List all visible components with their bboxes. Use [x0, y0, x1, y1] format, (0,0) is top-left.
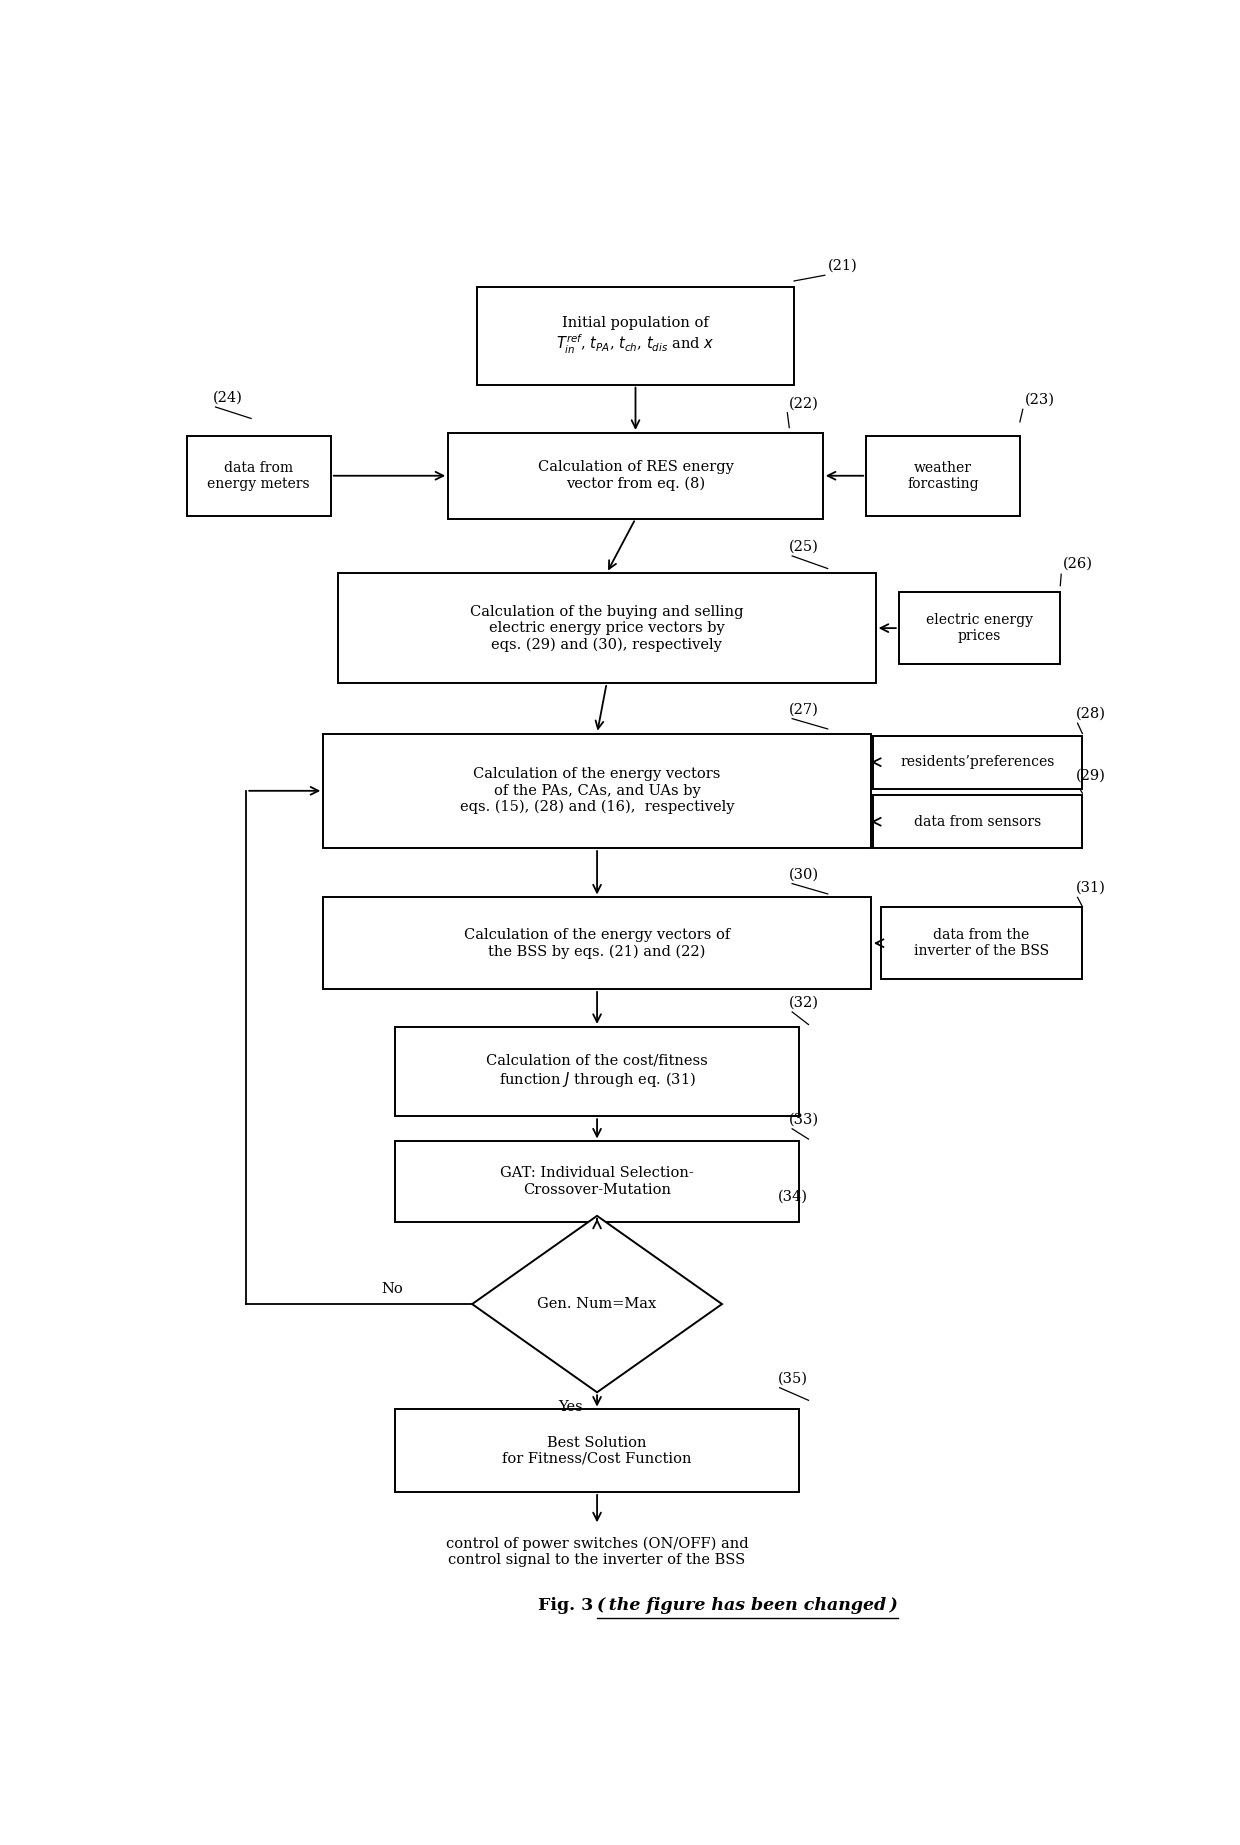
FancyBboxPatch shape — [873, 795, 1083, 849]
Text: (28): (28) — [1075, 707, 1106, 721]
Text: data from the
inverter of the BSS: data from the inverter of the BSS — [914, 928, 1049, 958]
Text: ( the figure has been changed ): ( the figure has been changed ) — [596, 1598, 898, 1614]
Text: (34): (34) — [777, 1190, 807, 1203]
FancyBboxPatch shape — [866, 435, 1019, 517]
Text: (29): (29) — [1075, 769, 1106, 782]
Text: Initial population of
$T_{in}^{ref}$, $t_{PA}$, $t_{ch}$, $t_{dis}$ and $x$: Initial population of $T_{in}^{ref}$, $t… — [557, 315, 714, 356]
Text: No: No — [381, 1282, 403, 1297]
Text: (24): (24) — [213, 391, 243, 404]
Text: Calculation of the cost/fitness
function $J$ through eq. (31): Calculation of the cost/fitness function… — [486, 1053, 708, 1089]
Text: weather
forcasting: weather forcasting — [908, 461, 978, 491]
FancyBboxPatch shape — [873, 736, 1083, 788]
FancyBboxPatch shape — [396, 1142, 799, 1221]
Text: (35): (35) — [777, 1371, 807, 1386]
FancyBboxPatch shape — [324, 897, 870, 989]
Text: data from sensors: data from sensors — [914, 815, 1042, 828]
FancyBboxPatch shape — [899, 592, 1060, 664]
FancyBboxPatch shape — [396, 1028, 799, 1116]
Text: (23): (23) — [1024, 393, 1055, 408]
FancyBboxPatch shape — [477, 288, 794, 384]
FancyBboxPatch shape — [448, 434, 823, 518]
FancyBboxPatch shape — [324, 734, 870, 849]
Text: Calculation of the buying and selling
electric energy price vectors by
eqs. (29): Calculation of the buying and selling el… — [470, 605, 744, 651]
FancyBboxPatch shape — [396, 1410, 799, 1493]
Text: residents’preferences: residents’preferences — [900, 755, 1055, 769]
FancyBboxPatch shape — [880, 908, 1083, 980]
Text: (21): (21) — [828, 258, 857, 273]
FancyBboxPatch shape — [337, 574, 875, 683]
Text: (32): (32) — [789, 996, 820, 1009]
Text: (27): (27) — [789, 703, 820, 716]
Text: (26): (26) — [1063, 557, 1094, 570]
Text: GAT: Individual Selection-
Crossover-Mutation: GAT: Individual Selection- Crossover-Mut… — [500, 1166, 694, 1197]
Text: control of power switches (ON/OFF) and
control signal to the inverter of the BSS: control of power switches (ON/OFF) and c… — [445, 1537, 749, 1566]
Text: (31): (31) — [1075, 882, 1106, 895]
Text: Best Solution
for Fitness/Cost Function: Best Solution for Fitness/Cost Function — [502, 1435, 692, 1465]
Text: (33): (33) — [789, 1113, 820, 1127]
Text: Calculation of the energy vectors
of the PAs, CAs, and UAs by
eqs. (15), (28) an: Calculation of the energy vectors of the… — [460, 768, 734, 814]
Polygon shape — [472, 1216, 722, 1393]
Text: data from
energy meters: data from energy meters — [207, 461, 310, 491]
FancyBboxPatch shape — [187, 435, 331, 517]
Text: (22): (22) — [789, 397, 820, 410]
Text: Calculation of RES energy
vector from eq. (8): Calculation of RES energy vector from eq… — [538, 461, 733, 491]
Text: Gen. Num=Max: Gen. Num=Max — [537, 1297, 657, 1312]
Text: Yes: Yes — [558, 1400, 583, 1415]
Text: (30): (30) — [789, 867, 820, 882]
Text: Fig. 3: Fig. 3 — [538, 1598, 596, 1614]
Text: (25): (25) — [789, 539, 820, 554]
Text: Calculation of the energy vectors of
the BSS by eqs. (21) and (22): Calculation of the energy vectors of the… — [464, 928, 730, 959]
Text: electric energy
prices: electric energy prices — [926, 613, 1033, 644]
